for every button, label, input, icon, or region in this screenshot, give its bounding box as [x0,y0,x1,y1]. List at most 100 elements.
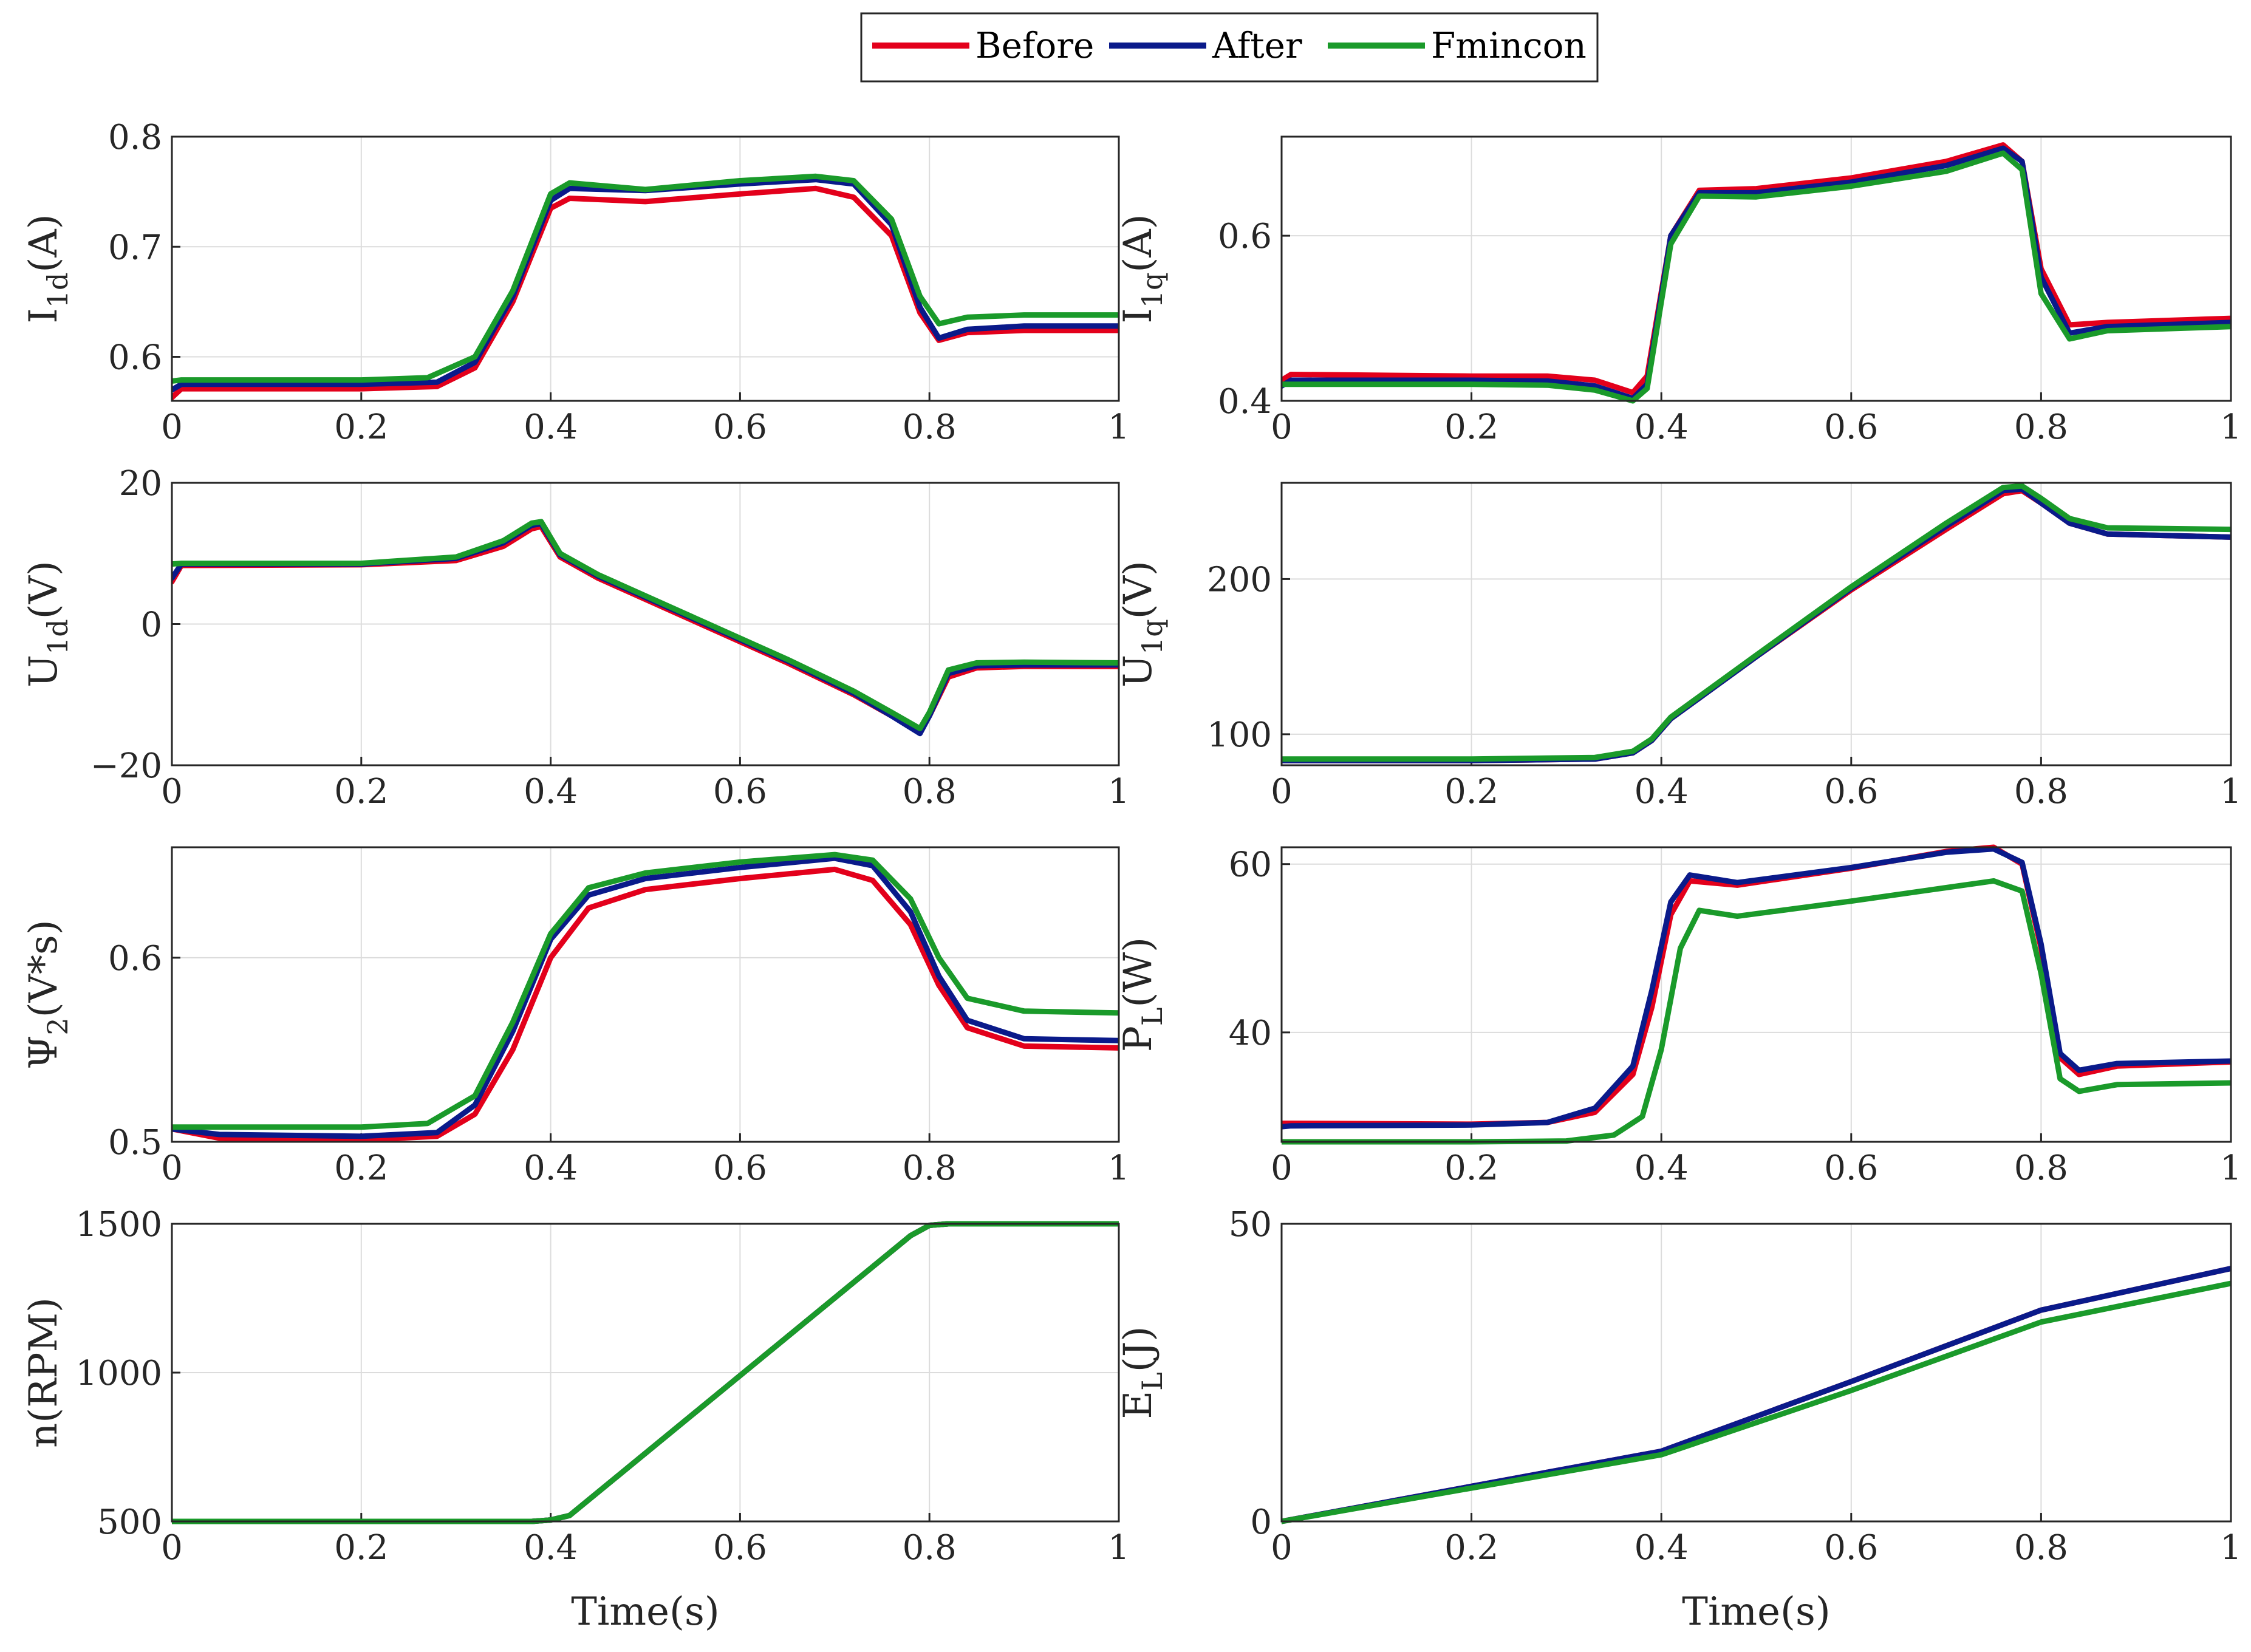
x-tick-label: 0.2 [334,1149,388,1188]
series-line-after [1282,1266,2231,1524]
axes-frame [171,1223,1120,1523]
y-tick-label: 500 [97,1503,162,1542]
series-line-fmincon [1282,1280,2231,1524]
x-tick-label: 0.4 [524,772,578,811]
x-tick-label: 0.2 [1444,772,1498,811]
y-tick-label: 0 [1250,1503,1272,1542]
y-axis-label: U1d(V) [21,561,74,688]
x-tick-label: 0.8 [903,408,957,447]
legend: Before After Fmincon [860,12,1599,83]
series-group [1282,1266,2231,1524]
x-tick-label: 0.6 [1824,408,1878,447]
y-axis-label: PL(W) [1116,937,1169,1052]
x-tick-label: 1 [2220,772,2242,811]
y-tick-label: 0.6 [108,939,162,978]
series-line-after [1282,145,2231,401]
subplot-8: 0 0.2 0.4 0.6 0.8 1 0 50 EL(J) Time(s) [1116,1205,2242,1634]
x-tick-label: 1 [2220,408,2242,447]
y-tick-label: 0.7 [108,228,162,267]
x-tick-label: 0.8 [2014,1528,2068,1568]
x-tick-label: 1 [2220,1149,2242,1188]
legend-box [860,12,1599,83]
x-tick-label: 0.4 [1634,772,1689,811]
x-tick-label: 0.2 [1444,1149,1498,1188]
y-tick-label: 200 [1207,560,1272,599]
x-tick-label: 0.8 [2014,772,2068,811]
axes-frame [171,846,1120,1143]
x-tick-label: 1 [1108,772,1130,811]
x-tick-label: 0.6 [1824,1528,1878,1568]
series-line-fmincon [1282,878,2231,1145]
series-line-fmincon [1282,150,2231,404]
x-tick-label: 0.4 [524,1528,578,1568]
y-axis-label: n(RPM) [21,1297,66,1448]
x-tick-label: 0 [161,1528,183,1568]
axes-frame [1280,482,2232,766]
y-tick-label: 0 [140,606,162,645]
y-tick-label: 40 [1229,1014,1272,1053]
x-tick-label: 1 [1108,408,1130,447]
axes-frame [1280,135,2232,402]
legend-label-before: Before [975,25,1094,66]
x-tick-label: 0.8 [903,1528,957,1568]
y-tick-label: 20 [119,464,162,503]
series-line-before [172,866,1119,1143]
series-line-fmincon [172,173,1119,384]
x-tick-label: 0.6 [713,772,767,811]
x-tick-label: 0.6 [713,1528,767,1568]
series-line-fmincon [1282,483,2231,762]
x-tick-label: 0 [161,408,183,447]
y-axis-label: I1d(A) [21,214,74,323]
x-tick-label: 1 [2220,1528,2242,1568]
subplot-1: 0 0.2 0.4 0.6 0.8 1 0.6 0.7 0.8 I1d(A) [21,118,1130,447]
x-tick-label: 0.8 [2014,408,2068,447]
x-tick-label: 0 [1271,772,1293,811]
y-axis-label: Ψ2(V*s) [21,920,74,1069]
series-line-after [1282,486,2231,763]
x-tick-label: 0 [161,772,183,811]
y-tick-label: 0.5 [108,1123,162,1162]
series-group [172,519,1119,737]
x-axis-label: Time(s) [571,1589,720,1634]
series-group [1282,142,2231,404]
subplot-6: 0 0.2 0.4 0.6 0.8 1 40 60 PL(W) [1116,844,2242,1188]
y-tick-label: 1500 [75,1205,162,1244]
series-group [172,173,1119,401]
axes-frame [1280,846,2232,1143]
series-line-fmincon [172,852,1119,1130]
x-tick-label: 0.2 [334,772,388,811]
y-axis-label: EL(J) [1116,1326,1169,1419]
series-line-before [1282,844,2231,1127]
x-tick-label: 0.8 [2014,1149,2068,1188]
x-tick-label: 0.6 [713,1149,767,1188]
series-line-after [172,521,1119,737]
x-tick-label: 0.6 [1824,772,1878,811]
subplot-4: 0 0.2 0.4 0.6 0.8 1 100 200 U1q(V) [1116,482,2242,811]
x-tick-label: 0.4 [1634,408,1689,447]
x-tick-label: 0.2 [1444,1528,1498,1568]
y-tick-label: 60 [1229,845,1272,885]
x-axis-label: Time(s) [1682,1589,1831,1634]
y-tick-label: 1000 [75,1354,162,1393]
x-tick-label: 0.2 [1444,408,1498,447]
x-tick-label: 0 [161,1149,183,1188]
x-tick-label: 0 [1271,408,1293,447]
x-tick-label: 0.4 [524,1149,578,1188]
subplot-2: 0 0.2 0.4 0.6 0.8 1 0.4 0.6 I1q(A) [1116,135,2242,447]
series-line-fmincon [172,519,1119,731]
x-tick-label: 0.4 [1634,1149,1689,1188]
y-tick-label: 0.6 [1218,217,1272,256]
y-tick-label: −20 [91,746,162,786]
y-tick-label: 0.8 [108,118,162,157]
x-tick-label: 0.8 [903,1149,957,1188]
y-axis-label: I1q(A) [1116,214,1169,323]
x-tick-label: 0 [1271,1528,1293,1568]
series-line-before [1282,142,2231,395]
x-tick-label: 0.6 [1824,1149,1878,1188]
series-line-after [172,855,1119,1139]
x-tick-label: 0.4 [1634,1528,1689,1568]
series-line-after [172,177,1119,393]
